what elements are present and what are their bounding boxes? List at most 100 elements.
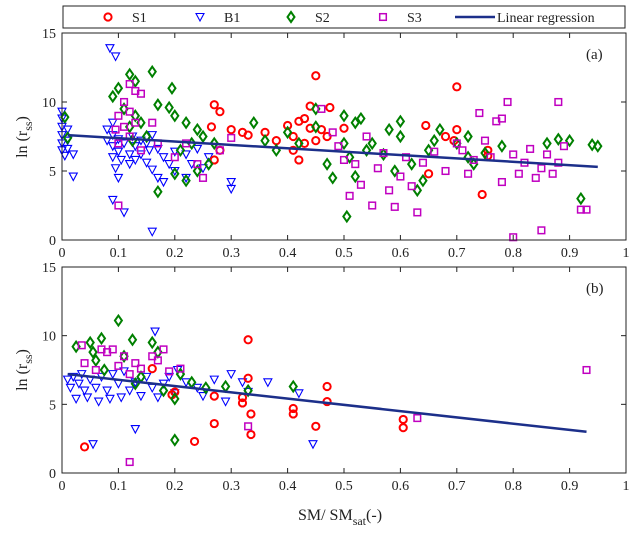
data-point-s2 [113, 81, 124, 95]
data-point-s2 [170, 392, 180, 406]
data-point-b1 [107, 370, 118, 380]
x-tick-label: 0.2 [166, 246, 184, 261]
data-point-s3 [497, 177, 506, 187]
data-point-s3 [136, 146, 146, 155]
data-point-b1 [105, 394, 115, 405]
x-tick-label: 0.5 [335, 479, 353, 494]
data-point-s1 [477, 189, 487, 200]
data-point-s3 [198, 173, 208, 182]
data-point-s2 [480, 146, 490, 160]
data-point-s2 [85, 335, 95, 350]
data-point-b1 [102, 125, 113, 135]
data-point-b1 [68, 372, 79, 383]
data-point-s3 [148, 352, 157, 361]
data-point-b1 [192, 144, 203, 155]
legend-item-linear-regression: Linear regression [455, 11, 595, 26]
data-point-s1 [288, 131, 298, 142]
data-point-b1 [110, 52, 121, 62]
data-point-s2 [153, 184, 163, 199]
data-point-b1 [158, 177, 169, 188]
data-point-s1 [322, 381, 332, 392]
legend-box [62, 5, 626, 29]
data-point-s3 [401, 153, 411, 162]
data-point-b1 [130, 425, 141, 435]
data-point-b1 [226, 177, 237, 188]
data-point-s3 [531, 173, 540, 182]
data-point-s3 [339, 155, 349, 165]
data-point-b1 [150, 327, 160, 337]
data-point-s2 [282, 125, 293, 140]
data-point-s1 [79, 442, 90, 452]
data-point-s2 [463, 129, 473, 144]
regression-line [67, 372, 587, 434]
data-point-s2 [209, 136, 220, 151]
panel-label: (b) [586, 281, 604, 297]
data-point-s3 [215, 146, 224, 155]
data-point-s1 [209, 100, 219, 110]
legend-item-s1: S1 [103, 11, 147, 26]
x-tick-label: 0.3 [222, 246, 240, 261]
data-point-s2 [249, 115, 259, 130]
data-point-s3 [373, 164, 382, 173]
data-point-s3 [328, 128, 337, 137]
data-point-s3 [418, 158, 428, 167]
data-point-b1 [262, 378, 273, 388]
data-point-b1 [226, 370, 237, 380]
data-point-s3 [554, 158, 563, 167]
data-point-s3 [396, 172, 405, 181]
data-point-s3 [413, 208, 422, 217]
data-point-s3 [390, 202, 399, 211]
data-point-s3 [170, 153, 179, 162]
x-tick-label: 0.5 [335, 246, 353, 261]
data-point-s2 [361, 143, 372, 158]
data-point-s1 [325, 102, 335, 113]
x-tick-label: 0.7 [448, 246, 466, 261]
plot-area [62, 267, 626, 473]
data-point-b1 [147, 165, 158, 175]
data-point-s3 [407, 182, 416, 191]
data-point-s3 [114, 111, 123, 120]
data-point-s2 [243, 383, 253, 398]
data-point-s3 [509, 233, 518, 242]
x-tick-label: 0.6 [392, 246, 410, 261]
data-point-s3 [114, 139, 123, 148]
data-point-s3 [582, 205, 591, 214]
legend-label: S3 [407, 11, 422, 26]
x-tick-label: 0.8 [504, 479, 522, 494]
data-point-b1 [113, 147, 124, 157]
data-point-s3 [441, 166, 450, 176]
data-point-s1 [288, 403, 298, 414]
data-point-b1 [198, 164, 208, 174]
data-point-s3 [317, 104, 326, 113]
data-point-s1 [243, 373, 253, 383]
data-point-s2 [553, 132, 564, 147]
data-point-s3 [526, 144, 535, 153]
data-point-s3 [114, 201, 123, 210]
data-point-s3 [475, 108, 484, 118]
data-point-s1 [246, 429, 256, 440]
data-point-s1 [189, 436, 200, 447]
data-point-s3 [114, 361, 123, 370]
data-point-b1 [136, 392, 146, 402]
data-point-b1 [152, 393, 163, 403]
data-point-s3 [334, 142, 343, 151]
data-point-s3 [153, 356, 162, 365]
data-point-s3 [125, 107, 134, 116]
data-point-b1 [116, 155, 127, 166]
legend-label: S1 [132, 11, 147, 26]
data-point-s3 [430, 147, 439, 156]
data-point-s2 [119, 349, 129, 364]
data-point-b1 [237, 378, 248, 388]
x-tick-label: 0.2 [166, 479, 184, 494]
data-point-s1 [311, 136, 321, 146]
data-point-b1 [62, 125, 73, 135]
data-point-b1 [124, 160, 135, 170]
data-point-s3 [509, 150, 518, 159]
data-point-s2 [542, 136, 552, 151]
data-point-b1 [144, 146, 155, 156]
data-point-s3 [458, 146, 467, 155]
data-point-s2 [406, 157, 417, 171]
data-point-s2 [167, 81, 177, 95]
data-point-s1 [246, 409, 256, 419]
